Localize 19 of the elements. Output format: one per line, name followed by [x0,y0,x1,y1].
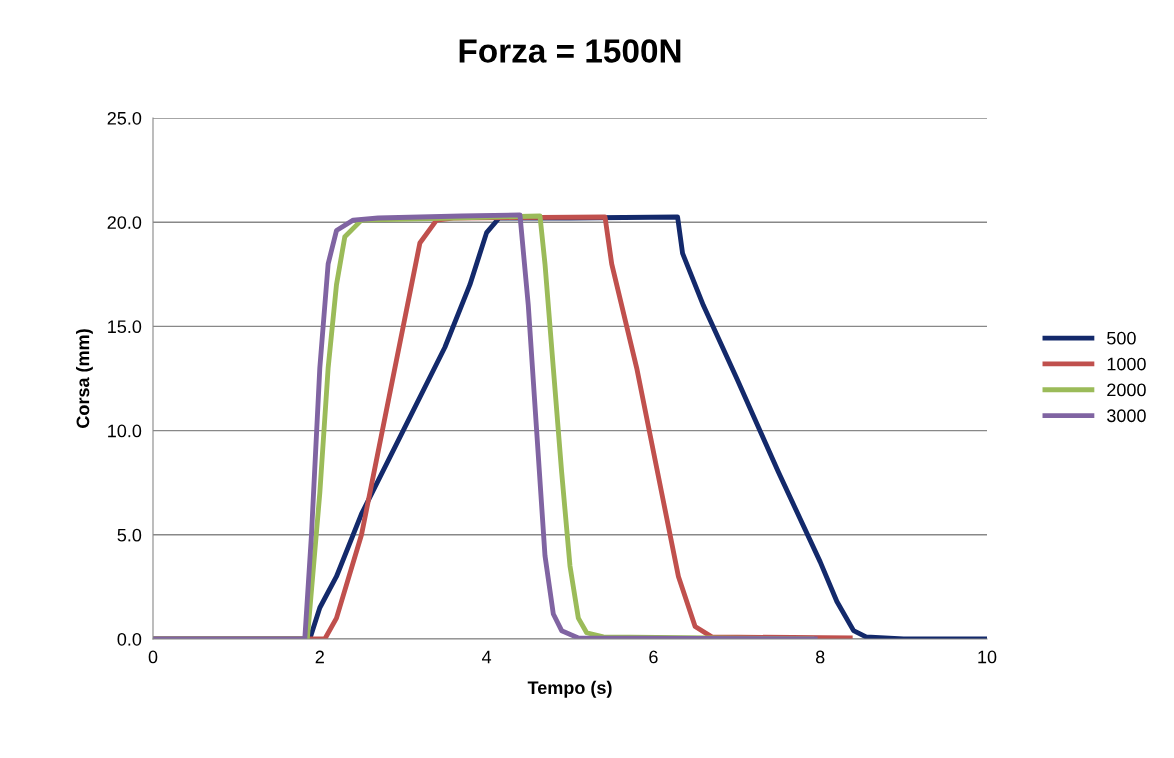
x-tick-label: 10 [978,650,997,664]
y-tick-label: 25.0 [107,111,142,125]
x-tick-label: 4 [481,650,492,664]
y-tick-label: 0.0 [117,632,142,646]
y-tick-label: 10.0 [108,424,142,438]
legend-label: 2000 [1107,383,1146,397]
y-axis-title: Corsa (mm) [76,329,93,428]
y-tick-label: 5.0 [117,528,142,542]
x-tick-label: 6 [649,650,658,664]
legend-label: 500 [1107,331,1136,345]
x-tick-label: 8 [815,650,825,664]
x-tick-label: 2 [315,650,324,664]
legend-label: 1000 [1107,357,1146,371]
y-tick-label: 20.0 [107,216,142,229]
chart-title: Forza = 1500N [459,39,681,63]
x-axis-title: Tempo (s) [527,680,612,698]
x-tick-label: 0 [148,650,158,664]
legend-label: 3000 [1107,409,1146,423]
y-tick-label: 15.0 [108,320,142,334]
